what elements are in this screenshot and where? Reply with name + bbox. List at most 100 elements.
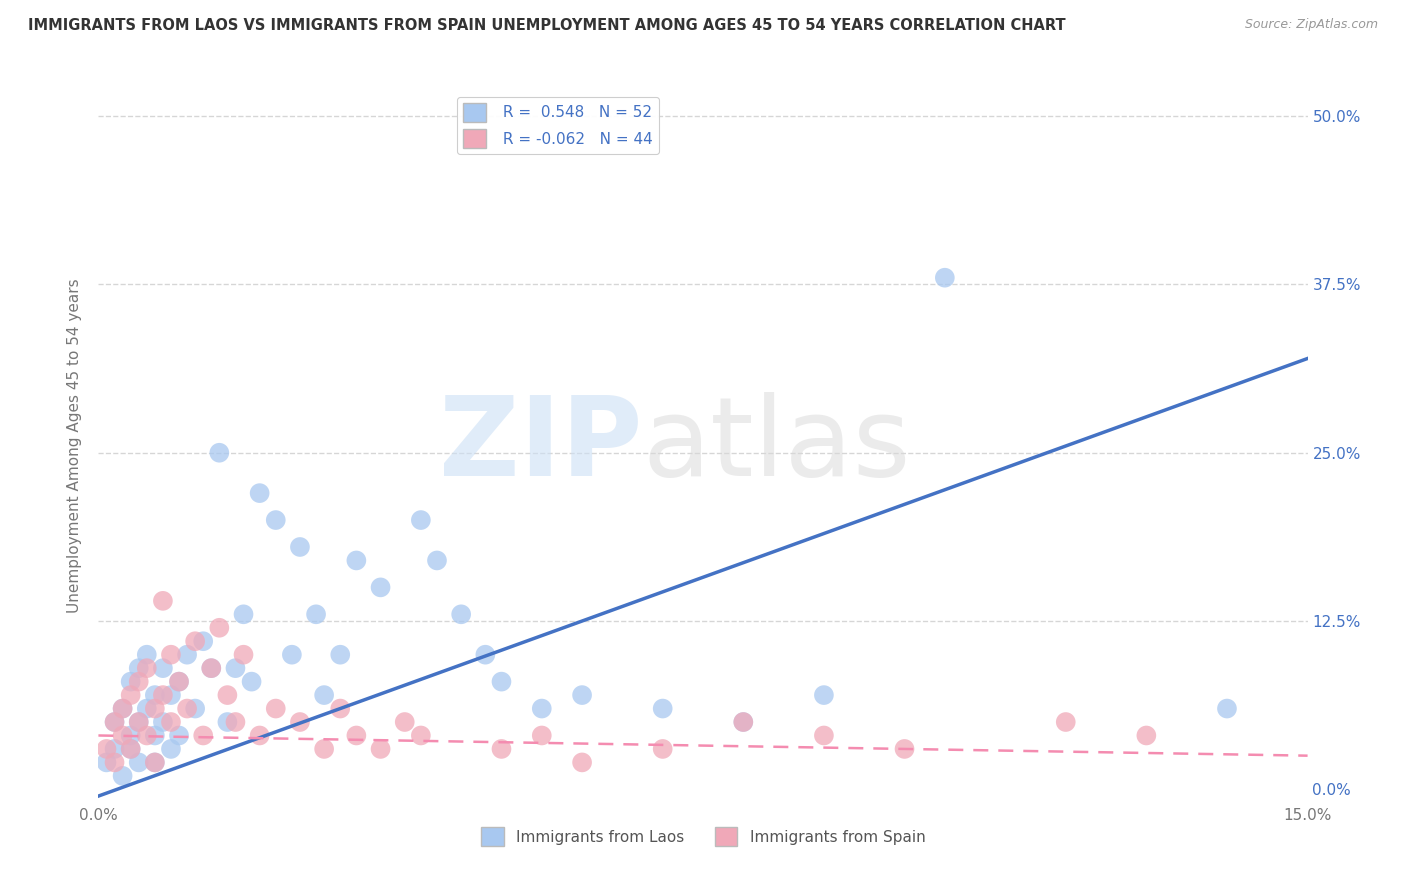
Point	[530, 729, 553, 743]
Point	[152, 594, 174, 608]
Point	[152, 661, 174, 675]
Point	[111, 769, 134, 783]
Point	[103, 714, 125, 729]
Point	[813, 729, 835, 743]
Point	[200, 661, 222, 675]
Point	[409, 513, 432, 527]
Point	[249, 486, 271, 500]
Point	[167, 674, 190, 689]
Point	[120, 729, 142, 743]
Point	[143, 701, 166, 715]
Point	[288, 714, 311, 729]
Point	[305, 607, 328, 622]
Point	[200, 661, 222, 675]
Point	[176, 648, 198, 662]
Point	[135, 648, 157, 662]
Point	[217, 688, 239, 702]
Point	[128, 714, 150, 729]
Point	[184, 634, 207, 648]
Point	[111, 701, 134, 715]
Point	[651, 701, 673, 715]
Point	[813, 688, 835, 702]
Legend: Immigrants from Laos, Immigrants from Spain: Immigrants from Laos, Immigrants from Sp…	[474, 822, 932, 852]
Point	[103, 742, 125, 756]
Point	[143, 756, 166, 770]
Point	[571, 688, 593, 702]
Point	[329, 701, 352, 715]
Point	[491, 742, 513, 756]
Point	[232, 648, 254, 662]
Point	[651, 742, 673, 756]
Point	[120, 674, 142, 689]
Point	[143, 756, 166, 770]
Point	[474, 648, 496, 662]
Point	[232, 607, 254, 622]
Point	[733, 714, 755, 729]
Point	[120, 688, 142, 702]
Point	[128, 661, 150, 675]
Point	[152, 688, 174, 702]
Point	[128, 674, 150, 689]
Point	[344, 729, 367, 743]
Point	[571, 756, 593, 770]
Point	[934, 270, 956, 285]
Point	[193, 634, 215, 648]
Point	[224, 661, 246, 675]
Text: Source: ZipAtlas.com: Source: ZipAtlas.com	[1244, 18, 1378, 31]
Point	[152, 714, 174, 729]
Point	[128, 714, 150, 729]
Point	[193, 729, 215, 743]
Point	[733, 714, 755, 729]
Point	[426, 553, 449, 567]
Point	[135, 701, 157, 715]
Point	[135, 729, 157, 743]
Point	[288, 540, 311, 554]
Point	[530, 701, 553, 715]
Y-axis label: Unemployment Among Ages 45 to 54 years: Unemployment Among Ages 45 to 54 years	[67, 278, 83, 614]
Point	[135, 661, 157, 675]
Point	[249, 729, 271, 743]
Point	[240, 674, 263, 689]
Point	[329, 648, 352, 662]
Point	[1216, 701, 1239, 715]
Point	[394, 714, 416, 729]
Point	[160, 742, 183, 756]
Point	[160, 688, 183, 702]
Point	[281, 648, 304, 662]
Point	[111, 701, 134, 715]
Point	[370, 580, 392, 594]
Point	[409, 729, 432, 743]
Point	[208, 446, 231, 460]
Point	[160, 648, 183, 662]
Point	[217, 714, 239, 729]
Point	[208, 621, 231, 635]
Point	[103, 756, 125, 770]
Point	[120, 742, 142, 756]
Text: ZIP: ZIP	[439, 392, 643, 500]
Text: IMMIGRANTS FROM LAOS VS IMMIGRANTS FROM SPAIN UNEMPLOYMENT AMONG AGES 45 TO 54 Y: IMMIGRANTS FROM LAOS VS IMMIGRANTS FROM …	[28, 18, 1066, 33]
Point	[184, 701, 207, 715]
Point	[264, 513, 287, 527]
Point	[314, 742, 336, 756]
Point	[370, 742, 392, 756]
Point	[893, 742, 915, 756]
Point	[264, 701, 287, 715]
Point	[143, 688, 166, 702]
Point	[1135, 729, 1157, 743]
Point	[224, 714, 246, 729]
Point	[167, 729, 190, 743]
Point	[103, 714, 125, 729]
Point	[111, 729, 134, 743]
Point	[143, 729, 166, 743]
Text: atlas: atlas	[643, 392, 911, 500]
Point	[491, 674, 513, 689]
Point	[450, 607, 472, 622]
Point	[120, 742, 142, 756]
Point	[160, 714, 183, 729]
Point	[176, 701, 198, 715]
Point	[96, 756, 118, 770]
Point	[96, 742, 118, 756]
Point	[344, 553, 367, 567]
Point	[128, 756, 150, 770]
Point	[167, 674, 190, 689]
